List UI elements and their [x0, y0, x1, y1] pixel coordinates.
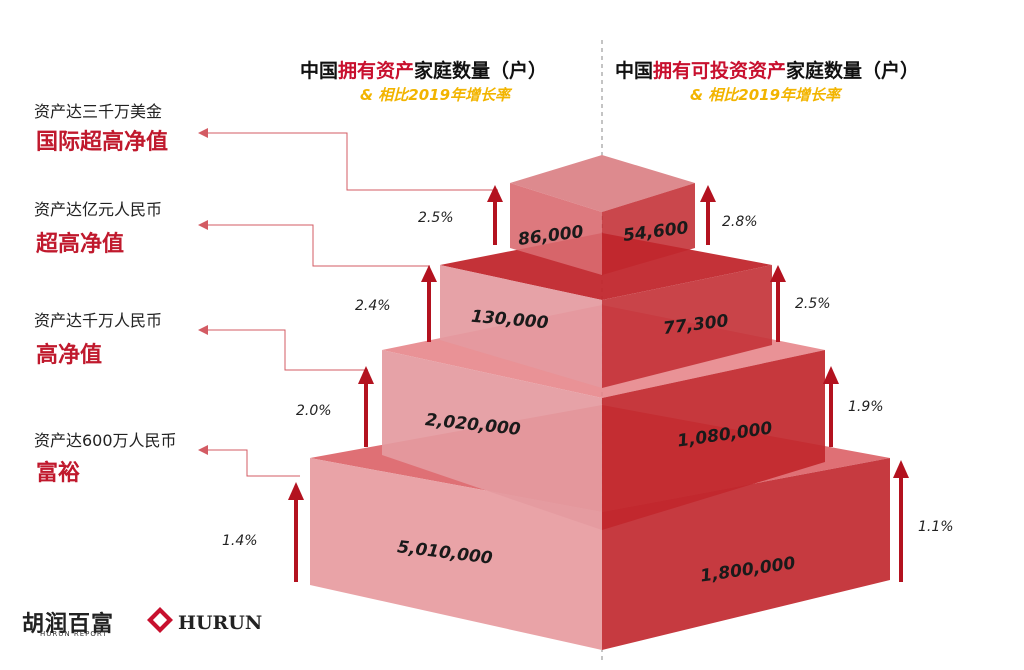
connector-tier2 [205, 224, 430, 267]
growth-arrow-right-tier1 [700, 185, 716, 245]
layer-top-left [510, 183, 602, 275]
connector-tier1 [205, 132, 498, 191]
layer-top-right [602, 183, 695, 275]
hurun-cn-logo-sub: HURUN REPORT [40, 630, 108, 638]
tier1-right-growth: 2.8% [722, 214, 758, 230]
connector-tier3 [205, 329, 368, 371]
arrowhead-tier2 [198, 220, 208, 230]
growth-arrow-left-tier1 [487, 185, 503, 245]
tier3-right-growth: 1.9% [848, 399, 884, 415]
hurun-cn-logo: 胡润百富 [22, 612, 115, 637]
header-left-pre: 中国 [300, 60, 339, 82]
growth-arrow-right-tier3 [823, 366, 839, 447]
growth-arrow-left-tier4 [288, 482, 304, 582]
tier2-description: 资产达亿元人民币 [34, 200, 163, 219]
growth-arrow-right-tier2 [770, 265, 786, 342]
tier3-left-growth: 2.0% [296, 403, 332, 419]
layer-second-right [602, 350, 825, 530]
connector-arrowheads [198, 128, 208, 455]
header-left-subtitle: & 相比2019年增长率 [360, 86, 511, 104]
layer-top [510, 155, 695, 275]
growth-arrow-left-tier3 [358, 366, 374, 447]
arrowhead-tier3 [198, 325, 208, 335]
tier2-left-growth: 2.4% [355, 298, 391, 314]
tier1-name: 国际超高净值 [36, 130, 169, 155]
header-right-title: 中国拥有可投资资产家庭数量（户） [615, 56, 919, 83]
header-left-highlight: 拥有资产 [338, 60, 415, 82]
layer-top-top [510, 155, 695, 212]
growth-arrow-left-tier2 [421, 265, 437, 342]
header-right-highlight: 拥有可投资资产 [653, 60, 787, 82]
tier4-left-growth: 1.4% [222, 533, 258, 549]
connectors [205, 132, 498, 477]
tier2-name: 超高净值 [36, 232, 125, 257]
layer-third-right [602, 265, 772, 388]
tier1-left-growth: 2.5% [418, 210, 454, 226]
tier3-description: 资产达千万人民币 [34, 311, 163, 330]
tier4-right-growth: 1.1% [918, 519, 954, 535]
layer-bottom-left [310, 458, 602, 650]
header-left-title: 中国拥有资产家庭数量（户） [300, 56, 547, 83]
arrowhead-tier4 [198, 445, 208, 455]
tier4-description: 资产达600万人民币 [34, 431, 177, 450]
tier4-name: 富裕 [36, 461, 81, 486]
header-right-pre: 中国 [615, 60, 654, 82]
growth-arrows [288, 185, 909, 582]
hurun-en-logo: HURUN [178, 612, 263, 634]
hurun-logo-icon [147, 607, 173, 633]
tier2-right-growth: 2.5% [795, 296, 831, 312]
header-left-post: 家庭数量（户） [414, 60, 548, 82]
header-right-subtitle: & 相比2019年增长率 [690, 86, 841, 104]
layer-second-left [382, 350, 602, 530]
arrowhead-tier1 [198, 128, 208, 138]
growth-arrow-right-tier4 [893, 460, 909, 582]
header-right-post: 家庭数量（户） [786, 60, 920, 82]
connector-tier4 [205, 449, 300, 477]
layer-third-left [440, 265, 602, 388]
tier1-description: 资产达三千万美金 [34, 102, 163, 121]
tier3-name: 高净值 [36, 343, 103, 368]
